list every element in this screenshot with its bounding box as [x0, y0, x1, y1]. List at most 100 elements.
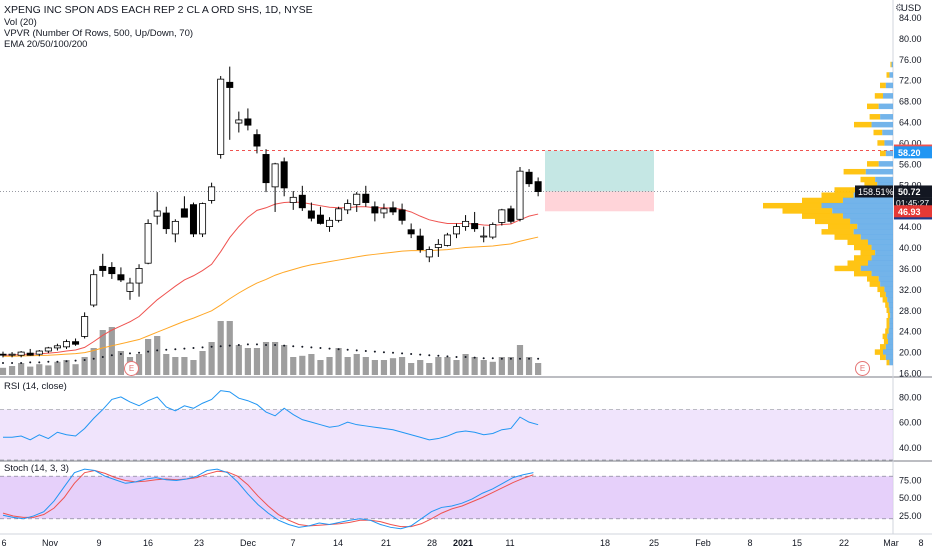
volume-bar: [516, 345, 524, 375]
y-tick-label: 40.00: [899, 243, 922, 253]
vpvr-bar-down: [890, 312, 893, 319]
rsi-y-tick: 60.00: [899, 418, 922, 428]
vpvr-bar-up: [802, 213, 843, 219]
volume-ma-dot: [346, 348, 349, 351]
volume-bar: [8, 366, 16, 375]
volume-bar: [371, 360, 378, 375]
volume-ma-dot: [210, 345, 213, 348]
candle-body: [35, 350, 43, 355]
x-tick-label: 14: [333, 538, 343, 548]
volume-bar: [117, 351, 125, 375]
volume-bar: [281, 345, 288, 375]
legend-stoch[interactable]: Stoch (14, 3, 3): [4, 463, 69, 474]
x-tick-label: 18: [600, 538, 610, 548]
vpvr-bar-down: [860, 234, 893, 240]
x-tick-label: 7: [290, 538, 295, 548]
vpvr-bar-down: [871, 270, 893, 277]
volume-bar: [498, 357, 505, 375]
candle-body: [162, 212, 170, 230]
x-tick-label: Mar: [883, 538, 899, 548]
candle-body: [489, 224, 497, 238]
legend-rsi[interactable]: RSI (14, close): [4, 381, 67, 392]
candle-body: [516, 170, 524, 220]
currency-label[interactable]: USD: [901, 3, 922, 14]
volume-ma-dot: [128, 352, 131, 355]
chart-title: XPENG INC SPON ADS EACH REP 2 CL A ORD S…: [4, 4, 313, 16]
settings-gear-icon[interactable]: ⚙: [895, 3, 904, 14]
vpvr-bar-down: [889, 307, 893, 314]
vpvr-bar-down: [887, 333, 893, 340]
volume-ma-dot: [192, 347, 195, 349]
volume-bar: [535, 363, 542, 375]
volume-ma-dot: [92, 357, 95, 360]
volume-ma-dot: [101, 356, 104, 358]
vpvr-bar-up: [854, 121, 872, 128]
volume-bar: [135, 354, 143, 375]
volume-bar: [272, 342, 279, 375]
volume-ma-dot: [509, 357, 512, 360]
candle-body: [199, 203, 207, 235]
earnings-e-icon[interactable]: E: [124, 361, 139, 376]
candle-body: [244, 118, 252, 126]
volume-ma-dot: [373, 350, 376, 353]
vpvr-bar-down: [891, 61, 893, 68]
volume-bar: [262, 342, 270, 375]
volume-ma-dot: [274, 344, 277, 346]
candle-body: [425, 249, 433, 258]
volume-bar: [435, 357, 442, 375]
x-tick-label: 8: [747, 538, 752, 548]
candle-body: [380, 208, 388, 214]
vpvr-bar-down: [887, 338, 893, 345]
candle-body: [407, 229, 415, 235]
vpvr-bar-up: [860, 249, 876, 256]
ema-long-line: [3, 236, 539, 357]
volume-bar: [380, 360, 388, 375]
vpvr-bar-down: [842, 197, 893, 204]
volume-bar: [63, 360, 70, 375]
volume-ma-dot: [11, 362, 14, 364]
target-zone: [545, 150, 654, 192]
volume-ma-dot: [255, 343, 258, 346]
vpvr-bar-up: [864, 182, 878, 188]
candle-body: [525, 171, 533, 185]
candle-body: [362, 193, 370, 203]
vpvr-bar-down: [888, 328, 893, 334]
vpvr-bar-up: [886, 72, 890, 78]
volume-bar: [190, 360, 197, 375]
y-tick-label: 60.00: [899, 138, 922, 148]
volume-ma-dot: [156, 349, 159, 352]
y-tick-label: 80.00: [899, 34, 922, 44]
volume-ma-dot: [328, 347, 331, 350]
vpvr-bar-up: [886, 359, 890, 366]
candle-body: [44, 347, 52, 352]
vpvr-bar-down: [853, 229, 893, 235]
vpvr-bar-up: [880, 344, 886, 350]
stoch-k-line: [2, 468, 534, 530]
y-tick-label: 16.00: [899, 369, 922, 379]
candle-body: [471, 223, 479, 230]
y-tick-label: 32.00: [899, 285, 922, 295]
volume-bar: [389, 358, 397, 375]
vpvr-bar-down: [885, 291, 893, 298]
rsi-line: [3, 390, 539, 441]
legend-ema[interactable]: EMA 20/50/100/200: [4, 39, 88, 50]
volume-bar: [362, 357, 369, 375]
rsi-band: [0, 409, 893, 460]
volume-ma-dot: [410, 353, 413, 355]
volume-ma-dot: [20, 362, 23, 364]
candle-body: [371, 206, 379, 214]
vpvr-bar-down: [850, 218, 893, 225]
vpvr-bar-up: [874, 349, 883, 355]
candle-body: [353, 193, 361, 206]
pct-tag-bg: [855, 185, 893, 198]
x-tick-label: 25: [649, 538, 659, 548]
legend-volume[interactable]: Vol (20): [4, 17, 37, 28]
volume-ma-dot: [473, 356, 476, 359]
vpvr-bar-down: [889, 359, 893, 366]
legend-vpvr[interactable]: VPVR (Number Of Rows, 500, Up/Down, 70): [4, 28, 194, 39]
candle-body: [280, 161, 288, 189]
earnings-e-icon-future[interactable]: E: [855, 361, 870, 376]
candle-body: [344, 203, 352, 211]
